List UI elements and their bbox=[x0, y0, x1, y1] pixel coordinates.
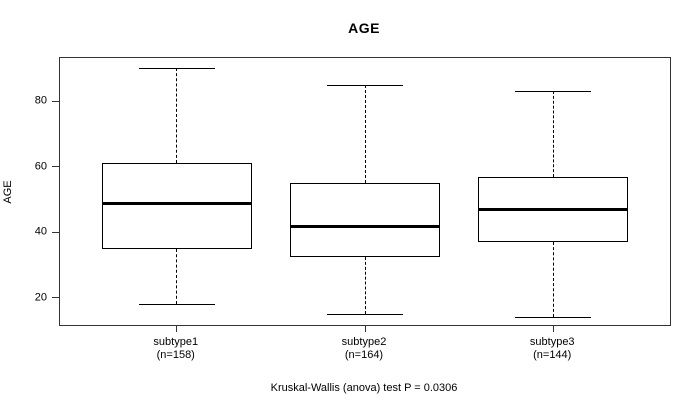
lower-whisker-line bbox=[364, 256, 366, 315]
x-axis-tick bbox=[364, 326, 366, 332]
upper-whisker-cap bbox=[327, 84, 403, 86]
median-line bbox=[478, 208, 629, 212]
group-count: (n=164) bbox=[344, 349, 384, 361]
y-axis-tick bbox=[52, 166, 59, 168]
median-line bbox=[101, 201, 252, 205]
lower-whisker-cap bbox=[138, 304, 215, 306]
group-name: subtype2 bbox=[341, 336, 387, 348]
group-count: (n=144) bbox=[533, 349, 572, 361]
y-axis-tick-label: 60 bbox=[34, 160, 47, 173]
plot-area: 20 40 60 80 bbox=[35, 57, 671, 332]
y-axis-tick-label: 20 bbox=[34, 291, 47, 304]
kruskal-wallis-annotation: Kruskal-Wallis (anova) test P = 0.0306 bbox=[270, 382, 458, 394]
y-axis-tick bbox=[52, 100, 59, 102]
group-name: subtype1 bbox=[153, 336, 199, 348]
upper-whisker-line bbox=[364, 84, 366, 184]
lower-whisker-line bbox=[176, 248, 178, 305]
chart-title: AGE bbox=[348, 20, 380, 36]
iqr-box bbox=[101, 163, 252, 249]
x-axis-tick bbox=[176, 326, 178, 332]
group-label: subtype1 (n=158) bbox=[106, 336, 246, 362]
group-count: (n=158) bbox=[156, 349, 195, 361]
median-line bbox=[290, 224, 440, 228]
lower-whisker-cap bbox=[515, 317, 592, 319]
upper-whisker-cap bbox=[515, 91, 592, 93]
y-axis-tick bbox=[52, 231, 59, 233]
lower-whisker-line bbox=[552, 242, 554, 318]
lower-whisker-cap bbox=[327, 314, 403, 316]
group-label: subtype2 (n=164) bbox=[294, 336, 434, 362]
iqr-box bbox=[290, 183, 440, 257]
x-axis-tick bbox=[552, 326, 554, 332]
upper-whisker-line bbox=[176, 68, 178, 164]
group-name: subtype3 bbox=[529, 336, 575, 348]
y-axis-tick bbox=[52, 297, 59, 299]
upper-whisker-cap bbox=[138, 68, 215, 70]
y-axis-title: AGE bbox=[2, 180, 14, 204]
y-axis-tick-label: 80 bbox=[34, 94, 47, 107]
y-axis-tick-label: 40 bbox=[34, 225, 47, 238]
upper-whisker-line bbox=[552, 91, 554, 177]
group-label: subtype3 (n=144) bbox=[482, 336, 622, 362]
